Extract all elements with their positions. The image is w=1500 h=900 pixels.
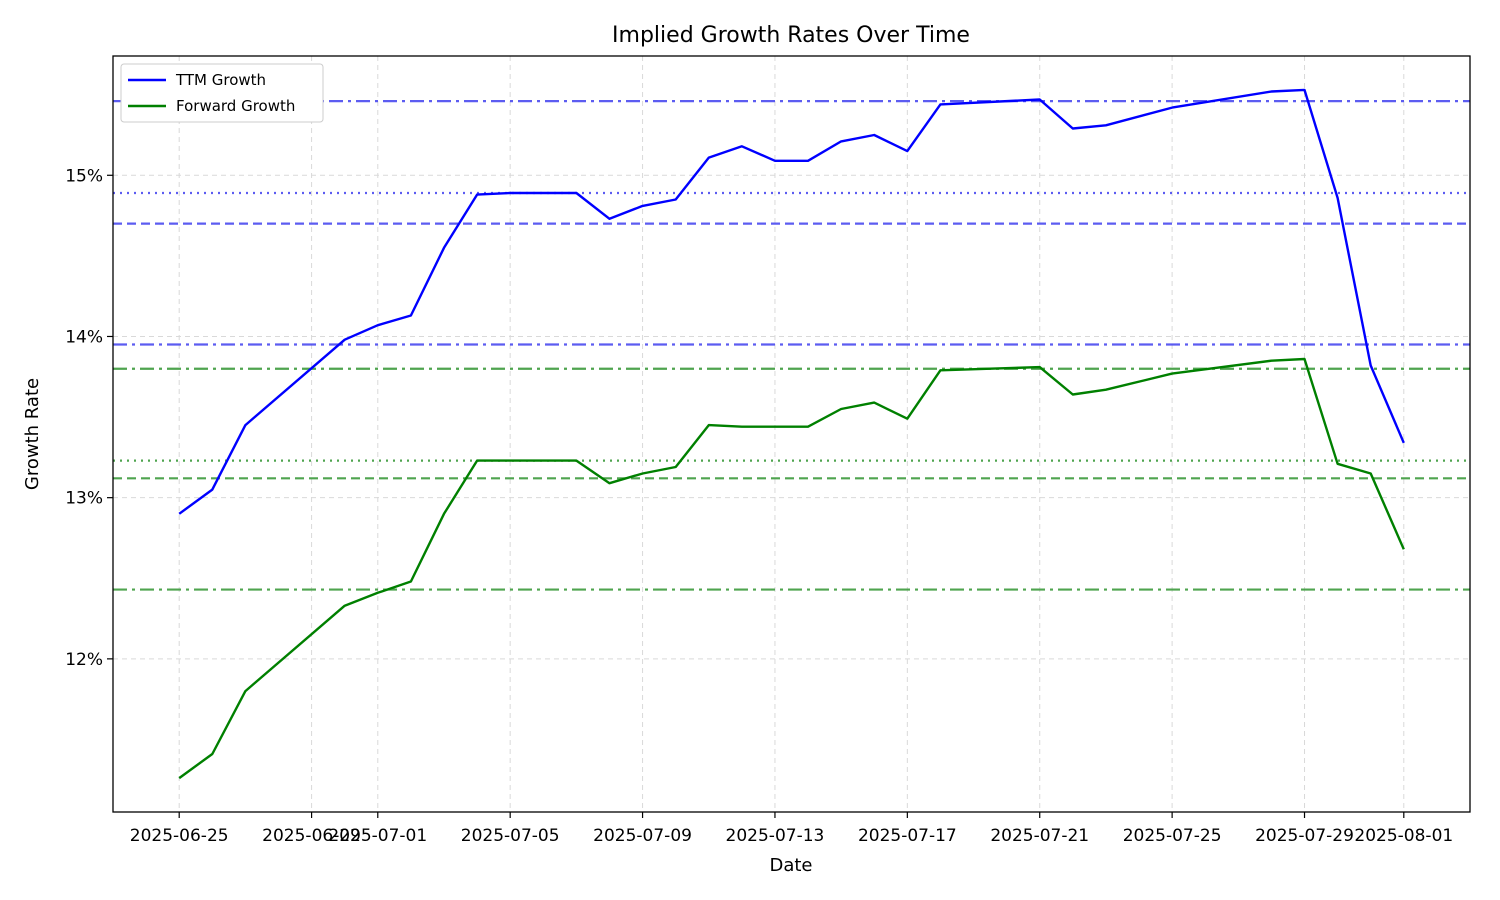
chart-title: Implied Growth Rates Over Time (612, 23, 970, 48)
x-tick-label: 2025-07-01 (328, 826, 427, 846)
series-line-ttm-growth (178, 88, 1405, 515)
x-tick-label: 2025-07-29 (1255, 826, 1354, 846)
y-tick-label: 13% (65, 489, 103, 509)
x-tick-label: 2025-07-13 (726, 826, 825, 846)
y-tick-label: 15% (65, 166, 103, 186)
legend-box (120, 63, 324, 123)
legend-label: TTM Growth (175, 71, 266, 89)
x-tick-label: 2025-08-01 (1354, 826, 1453, 846)
x-tick-label: 2025-07-17 (858, 826, 957, 846)
plot-frame (112, 55, 1471, 813)
x-tick-label: 2025-07-21 (990, 826, 1089, 846)
y-tick-label: 12% (65, 650, 103, 670)
x-axis-label: Date (769, 855, 812, 876)
x-tick-label: 2025-07-05 (461, 826, 560, 846)
series-lines (178, 88, 1405, 780)
legend-label: Forward Growth (176, 97, 295, 115)
x-tick-label: 2025-06-29 (262, 826, 361, 846)
series-line-forward-growth (178, 357, 1405, 780)
x-tick-label: 2025-07-09 (593, 826, 692, 846)
x-tick-label: 2025-07-25 (1123, 826, 1222, 846)
grid-lines (113, 56, 1470, 812)
y-tick-label: 14% (65, 327, 103, 347)
y-axis-ticks: 12% 13% 14% 15% (65, 166, 113, 670)
y-axis-label: Growth Rate (22, 378, 43, 490)
legend: TTM Growth Forward Growth (120, 63, 324, 123)
x-tick-label: 2025-06-25 (130, 826, 229, 846)
reference-lines (113, 100, 1470, 591)
